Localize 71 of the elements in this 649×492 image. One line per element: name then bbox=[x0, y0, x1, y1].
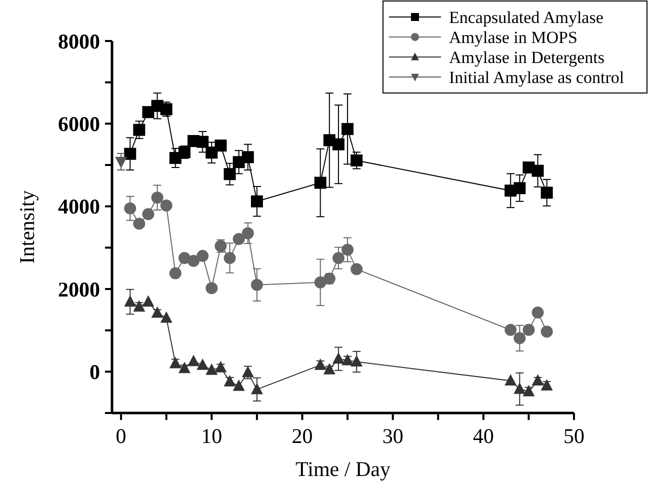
point bbox=[514, 332, 526, 344]
point bbox=[160, 311, 172, 323]
x-tick-label: 0 bbox=[116, 424, 126, 448]
point bbox=[224, 168, 236, 180]
point bbox=[214, 360, 227, 372]
point bbox=[350, 355, 363, 367]
point bbox=[142, 295, 154, 307]
point bbox=[196, 358, 209, 370]
point bbox=[206, 282, 218, 294]
point bbox=[323, 363, 336, 374]
y-tick-label: 4000 bbox=[58, 194, 100, 219]
y-tick-label: 8000 bbox=[58, 29, 100, 54]
point bbox=[514, 182, 526, 194]
x-tick-label: 20 bbox=[292, 424, 313, 448]
point bbox=[124, 202, 136, 214]
point bbox=[332, 352, 344, 364]
point bbox=[232, 380, 245, 391]
point bbox=[250, 195, 263, 208]
point bbox=[196, 250, 209, 262]
point bbox=[342, 244, 354, 256]
point bbox=[206, 363, 218, 375]
point bbox=[133, 218, 146, 230]
legend-label: Encapsulated Amylase bbox=[449, 8, 604, 27]
point bbox=[232, 232, 245, 245]
point bbox=[522, 324, 535, 336]
point bbox=[314, 176, 326, 189]
point bbox=[124, 148, 136, 160]
point bbox=[133, 300, 146, 312]
point bbox=[196, 136, 209, 148]
point bbox=[514, 382, 526, 394]
point bbox=[532, 164, 544, 177]
y-axis-title: Intensity bbox=[15, 190, 39, 264]
y-tick-label: 2000 bbox=[58, 277, 100, 302]
point bbox=[532, 374, 544, 386]
point bbox=[115, 156, 128, 168]
point bbox=[350, 263, 363, 276]
legend-label: Amylase in MOPS bbox=[449, 28, 578, 47]
point bbox=[314, 276, 326, 288]
y-tick-label: 0 bbox=[90, 360, 100, 384]
x-tick-label: 50 bbox=[564, 424, 584, 448]
x-axis-title: Time / Day bbox=[296, 457, 391, 481]
x-tick-label: 10 bbox=[201, 424, 222, 448]
point bbox=[242, 227, 254, 240]
point bbox=[188, 354, 200, 366]
point bbox=[504, 374, 517, 386]
point bbox=[250, 382, 263, 394]
point bbox=[342, 123, 354, 136]
point bbox=[124, 295, 136, 307]
point bbox=[540, 186, 553, 199]
legend-label: Initial Amylase as control bbox=[449, 68, 624, 87]
point bbox=[332, 138, 344, 150]
point bbox=[188, 254, 200, 267]
point bbox=[532, 306, 544, 319]
point bbox=[224, 252, 236, 264]
legend-label: Amylase in Detergents bbox=[449, 48, 604, 67]
point bbox=[214, 140, 227, 152]
point bbox=[540, 326, 553, 338]
x-tick-label: 40 bbox=[472, 424, 494, 448]
point bbox=[133, 124, 146, 136]
y-tick-label: 6000 bbox=[58, 112, 100, 136]
point bbox=[504, 324, 517, 336]
point bbox=[169, 267, 182, 280]
point bbox=[350, 154, 363, 166]
point bbox=[151, 306, 164, 318]
point bbox=[151, 192, 164, 204]
point bbox=[242, 151, 254, 164]
point bbox=[160, 200, 172, 212]
point bbox=[540, 379, 553, 391]
point bbox=[332, 252, 344, 264]
point bbox=[250, 278, 263, 291]
x-tick-label: 30 bbox=[382, 424, 404, 448]
